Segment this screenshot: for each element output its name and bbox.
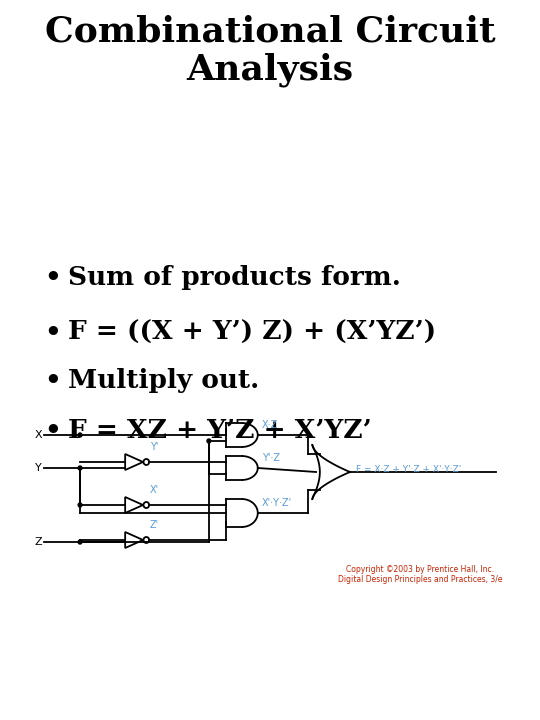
Text: X·Z: X·Z [261,420,278,430]
Text: Z: Z [35,537,43,547]
Circle shape [78,433,82,437]
Text: •: • [44,368,61,393]
Circle shape [78,540,82,544]
Circle shape [78,466,82,470]
Text: •: • [44,418,61,443]
Text: F = ((X + Y’) Z) + (X’YZ’): F = ((X + Y’) Z) + (X’YZ’) [68,320,436,345]
Text: Y': Y' [150,442,158,452]
Text: Y: Y [35,463,42,473]
Text: X': X' [150,485,159,495]
Text: Analysis: Analysis [186,52,354,86]
Text: X'·Y·Z': X'·Y·Z' [261,498,292,508]
Text: F = XZ + Y’Z + X’YZ’: F = XZ + Y’Z + X’YZ’ [68,418,372,443]
Circle shape [207,439,211,443]
Text: Multiply out.: Multiply out. [68,368,259,393]
Text: Sum of products form.: Sum of products form. [68,265,401,290]
Text: F = X·Z + Y'·Z + X'·Y·Z': F = X·Z + Y'·Z + X'·Y·Z' [355,464,461,474]
Text: Copyright ©2003 by Prentice Hall, Inc.
Digital Design Principles and Practices, : Copyright ©2003 by Prentice Hall, Inc. D… [338,565,503,585]
Text: Y'·Z: Y'·Z [261,453,280,463]
Text: X: X [35,430,43,440]
Text: •: • [44,320,61,345]
Circle shape [78,503,82,507]
Text: Combinational Circuit: Combinational Circuit [45,14,495,48]
Text: •: • [44,265,61,290]
Text: Z': Z' [150,520,159,530]
